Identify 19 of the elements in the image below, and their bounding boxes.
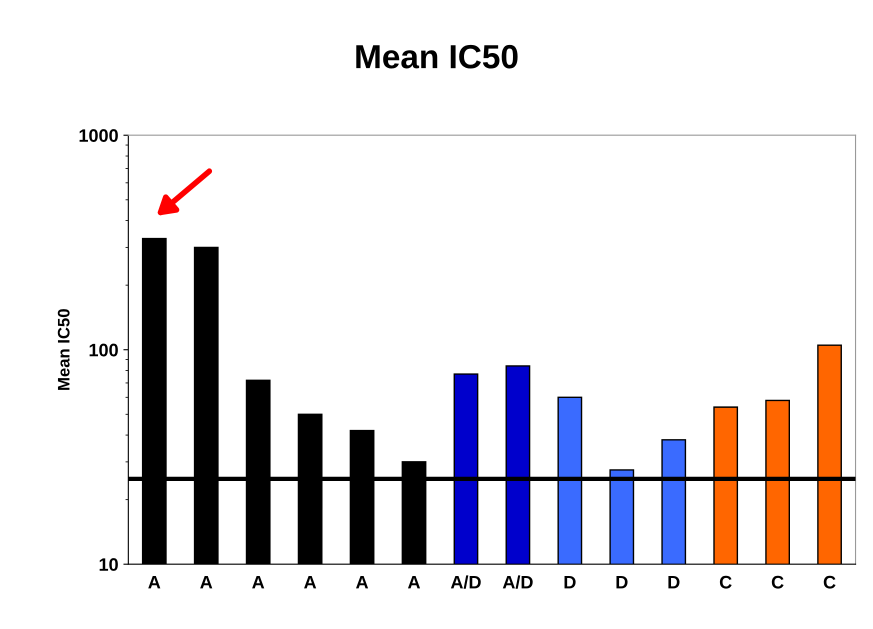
y-axis-title: Mean IC50 xyxy=(58,309,70,390)
y-tick-label: 10 xyxy=(100,558,118,571)
x-tick-label: D xyxy=(668,576,680,588)
x-tick-label: A xyxy=(408,576,420,588)
x-tick-label: D xyxy=(564,576,576,588)
x-tick-label: A xyxy=(200,576,212,588)
y-tick-label: 1000 xyxy=(80,129,118,142)
x-tick-label: A/D xyxy=(502,575,533,589)
x-tick-label: C xyxy=(772,576,784,589)
x-tick-label: C xyxy=(720,576,732,589)
x-tick-label: C xyxy=(824,576,836,589)
x-tick-label: D xyxy=(616,576,628,588)
x-tick-label: A/D xyxy=(450,575,481,589)
chart-title: Mean IC50 xyxy=(356,44,518,69)
x-tick-label: A xyxy=(304,576,316,588)
x-tick-label: A xyxy=(252,576,264,588)
x-tick-label: A xyxy=(148,576,160,588)
x-tick-label: A xyxy=(356,576,368,588)
y-tick-label: 100 xyxy=(90,344,118,356)
